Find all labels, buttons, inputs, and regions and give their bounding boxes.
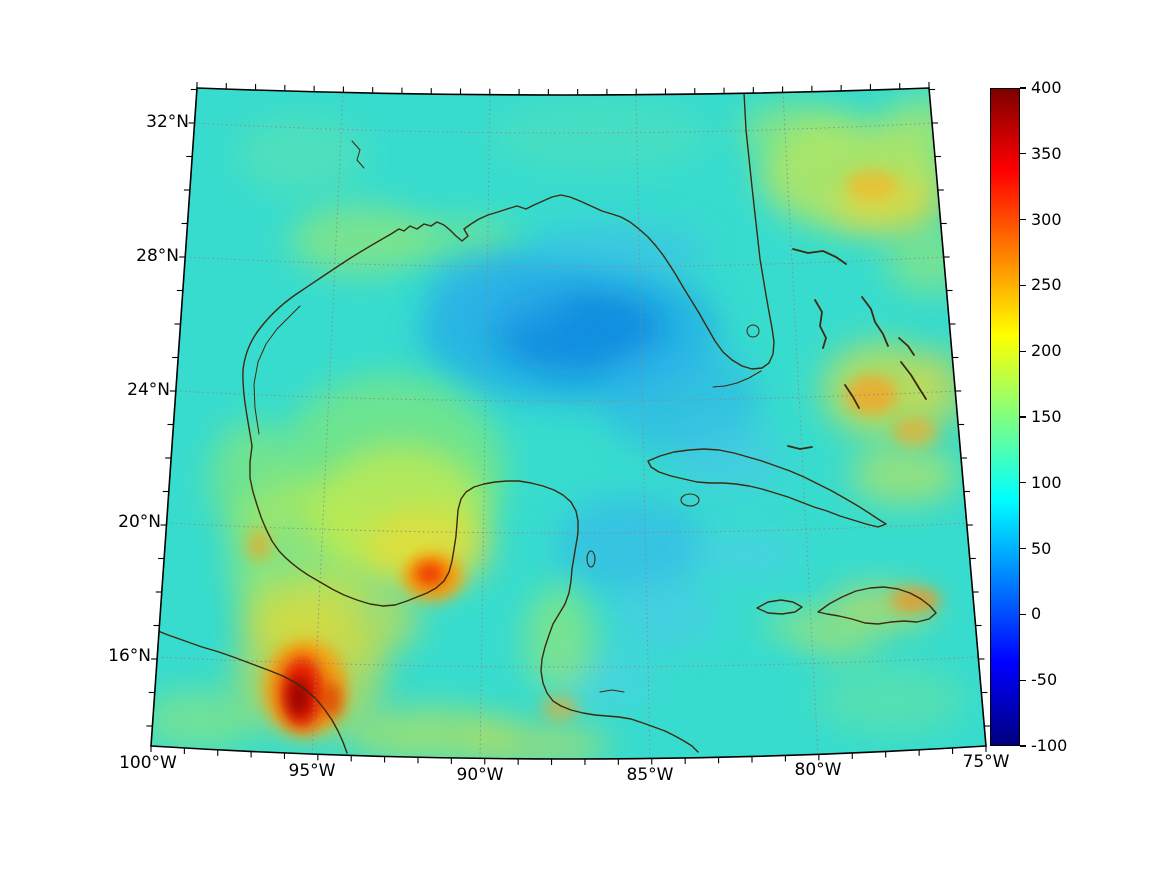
coastline-mexico-yucatan bbox=[249, 445, 699, 753]
colorbar-tick bbox=[1020, 284, 1026, 287]
colorbar-tick bbox=[1020, 153, 1026, 155]
inland-lakes bbox=[351, 140, 365, 169]
map-field bbox=[151, 88, 986, 759]
colorbar-tick-label: 250 bbox=[1031, 275, 1062, 294]
colorbar-tick bbox=[1020, 482, 1026, 484]
lat-tick-label: 16°N bbox=[108, 646, 151, 666]
colorbar-tick-label: -100 bbox=[1031, 736, 1068, 755]
lon-tick-label: 75°W bbox=[962, 752, 1010, 772]
colorbar bbox=[990, 88, 1020, 746]
lat-tick-label: 28°N bbox=[136, 246, 179, 266]
colorbar-gradient bbox=[991, 89, 1019, 745]
graticule bbox=[157, 92, 979, 759]
colorbar-tick bbox=[1020, 416, 1026, 418]
colorbar-tick-label: 300 bbox=[1031, 210, 1062, 229]
colorbar-tick bbox=[1020, 679, 1026, 681]
colorbar-tick-label: 0 bbox=[1031, 604, 1042, 623]
coastlines bbox=[151, 92, 937, 754]
bahamas-islands bbox=[787, 248, 927, 450]
cozumel bbox=[586, 550, 596, 568]
lon-tick-label: 90°W bbox=[456, 765, 504, 785]
lon-tick-label: 95°W bbox=[288, 761, 336, 781]
colorbar-tick-label: 350 bbox=[1031, 144, 1062, 163]
lat-tick-label: 24°N bbox=[127, 380, 170, 400]
coastline-pacific bbox=[151, 627, 348, 754]
colorbar-tick-label: 150 bbox=[1031, 407, 1062, 426]
colorbar-tick-label: 400 bbox=[1031, 78, 1062, 97]
coastline-florida-keys bbox=[712, 370, 762, 388]
coastline-jamaica bbox=[756, 599, 803, 615]
colorbar-tick bbox=[1020, 548, 1026, 550]
coastline-us-gulf bbox=[242, 92, 775, 447]
edge-ticks bbox=[146, 82, 991, 765]
bay-islands bbox=[599, 689, 625, 693]
coastline-texas-lagoon bbox=[253, 305, 301, 435]
colorbar-tick-label: -50 bbox=[1031, 670, 1058, 689]
colorbar-tick bbox=[1020, 219, 1026, 221]
colorbar-tick-label: 100 bbox=[1031, 473, 1062, 492]
colorbar-tick bbox=[1020, 745, 1026, 747]
lon-tick-label: 85°W bbox=[626, 765, 674, 785]
lake-okeechobee bbox=[746, 324, 760, 338]
lat-tick-label: 20°N bbox=[118, 512, 161, 532]
colorbar-tick-label: 200 bbox=[1031, 341, 1062, 360]
isla-juventud bbox=[680, 493, 700, 507]
coastline-hispaniola bbox=[817, 586, 937, 625]
lon-tick-label: 100°W bbox=[119, 753, 177, 773]
colorbar-tick bbox=[1020, 350, 1026, 352]
colorbar-tick bbox=[1020, 613, 1026, 616]
colorbar-tick bbox=[1020, 87, 1026, 89]
lon-tick-label: 80°W bbox=[794, 760, 842, 780]
colorbar-tick-label: 50 bbox=[1031, 539, 1052, 558]
lat-tick-label: 32°N bbox=[146, 112, 189, 132]
coastline-cuba bbox=[647, 448, 887, 528]
